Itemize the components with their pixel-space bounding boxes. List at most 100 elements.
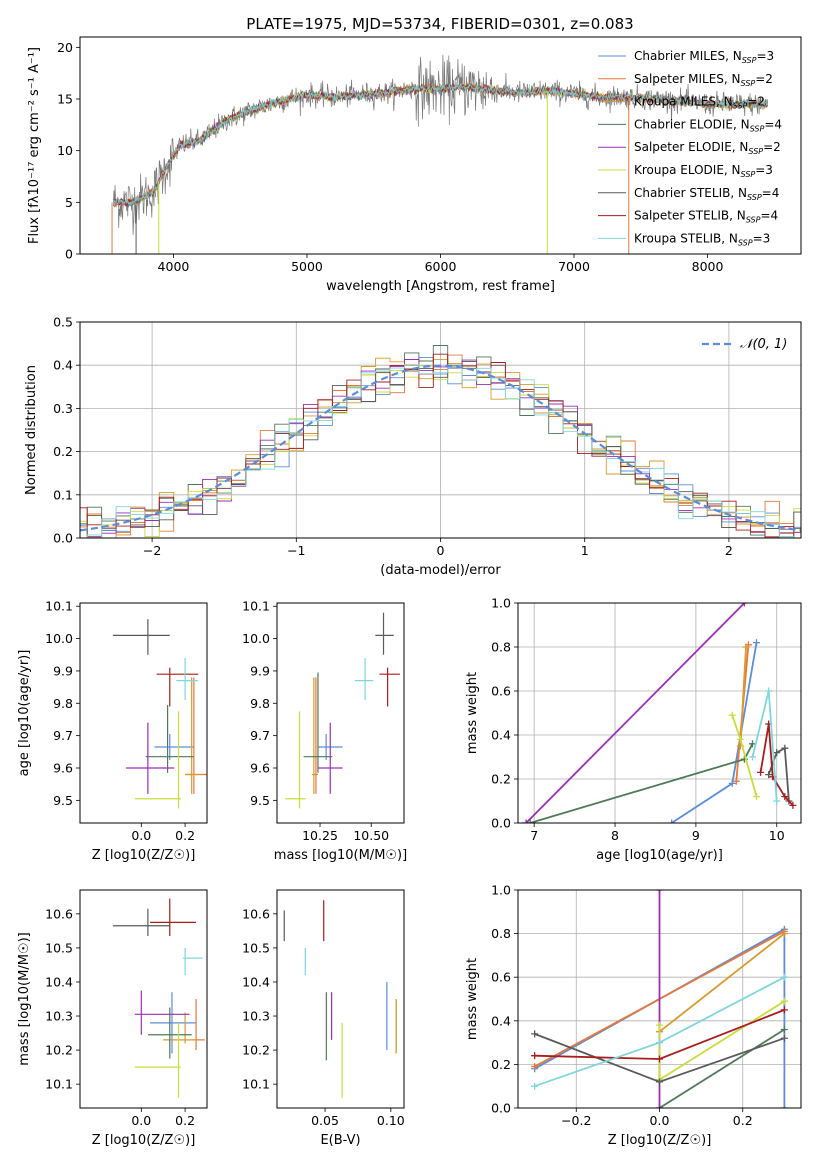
y-tick-label: 20 bbox=[57, 40, 73, 55]
y-axis-label: mass weight bbox=[465, 958, 480, 1040]
weight-point-marker bbox=[668, 819, 676, 823]
weight-point-marker bbox=[781, 793, 789, 801]
y-tick-label: 10.6 bbox=[242, 906, 270, 921]
weight-point-marker bbox=[780, 973, 788, 981]
weight-point-marker bbox=[531, 1030, 539, 1038]
y-tick-label: 10.1 bbox=[242, 599, 270, 614]
y-tick-label: 0.6 bbox=[491, 684, 511, 699]
x-axis-label: mass [log10(M/M☉)] bbox=[274, 848, 407, 863]
weight-point-marker bbox=[789, 801, 797, 809]
legend-entry: Salpeter ELODIE, NSSP=2 bbox=[634, 140, 781, 156]
weight-point-marker bbox=[780, 1006, 788, 1014]
weight-series-line bbox=[525, 603, 746, 823]
mass-vs-Z-plot-area bbox=[112, 898, 205, 1098]
age-vs-Z-plot-area bbox=[112, 619, 207, 809]
x-tick-label: 2 bbox=[725, 543, 733, 558]
weight-series-line bbox=[659, 1028, 785, 1108]
y-tick-label: 9.7 bbox=[53, 728, 73, 743]
axes-frame bbox=[79, 321, 802, 539]
y-tick-label: 10.4 bbox=[45, 974, 73, 989]
weight-point-marker bbox=[753, 639, 761, 647]
y-tick-label: 10.3 bbox=[242, 1009, 270, 1024]
weight-point-marker bbox=[736, 735, 744, 743]
weight-point-marker bbox=[781, 744, 789, 752]
weight-series-line bbox=[529, 743, 754, 823]
weight-series-line bbox=[658, 932, 785, 1033]
x-axis-label: (data-model)/error bbox=[380, 563, 501, 578]
residuals-plot-area bbox=[80, 345, 801, 538]
y-tick-label: 9.6 bbox=[250, 761, 270, 776]
y-tick-label: 0.8 bbox=[491, 640, 511, 655]
y-tick-label: 0.1 bbox=[53, 487, 73, 502]
weight-vs-age-plot-area bbox=[522, 603, 797, 823]
x-tick-label: 10 bbox=[769, 828, 785, 843]
weight-point-marker bbox=[780, 1034, 788, 1042]
axes-frame bbox=[79, 36, 802, 255]
weight-point-marker bbox=[765, 687, 773, 695]
y-tick-label: 10 bbox=[57, 143, 73, 158]
weight-point-marker bbox=[753, 793, 761, 801]
residual-histogram bbox=[80, 354, 801, 538]
y-tick-label: 0.5 bbox=[53, 315, 73, 330]
age-vs-mass-plot-area bbox=[285, 612, 400, 809]
residual-histogram bbox=[80, 353, 801, 538]
y-tick-label: 0.4 bbox=[53, 358, 73, 373]
y-tick-label: 0.3 bbox=[53, 401, 73, 416]
x-tick-label: 0 bbox=[437, 543, 445, 558]
x-tick-label: −0.2 bbox=[561, 1113, 591, 1128]
y-tick-label: 0.4 bbox=[491, 728, 511, 743]
weight-point-marker bbox=[773, 749, 781, 757]
y-tick-label: 9.6 bbox=[53, 761, 73, 776]
y-tick-label: 0.4 bbox=[491, 1013, 511, 1028]
x-axis-label: Z [log10(Z/Z☉)] bbox=[608, 1133, 712, 1148]
x-axis-label: Z [log10(Z/Z☉)] bbox=[92, 848, 196, 863]
weight-point-marker bbox=[656, 1104, 663, 1108]
spectrum-legend: Chabrier MILES, NSSP=3 Salpeter MILES, NS… bbox=[598, 49, 782, 247]
y-axis-label: Flux [fλ10⁻¹⁷ erg cm⁻² s⁻¹ A⁻¹] bbox=[27, 47, 42, 244]
x-tick-label: −1 bbox=[287, 543, 305, 558]
axes-frame bbox=[79, 889, 208, 1109]
x-tick-label: 7 bbox=[530, 828, 538, 843]
weight-point-marker bbox=[522, 819, 530, 823]
residual-histogram bbox=[80, 345, 801, 538]
y-tick-label: 10.2 bbox=[45, 1043, 73, 1058]
y-tick-label: 9.5 bbox=[250, 793, 270, 808]
weight-series-line bbox=[739, 646, 747, 747]
x-tick-label: 10.25 bbox=[302, 828, 338, 843]
weight-vs-age-axes: 7 8 9 10 0.0 0.2 0.4 0.6 0.8 1.0 age [log10(age/yr… bbox=[465, 596, 802, 863]
y-tick-label: 10.2 bbox=[242, 1043, 270, 1058]
x-tick-label: 1 bbox=[581, 543, 589, 558]
x-axis-label: wavelength [Angstrom, rest frame] bbox=[326, 279, 555, 294]
y-tick-label: 0.0 bbox=[491, 1101, 511, 1116]
x-tick-label: 8 bbox=[611, 828, 619, 843]
weight-point-marker bbox=[780, 1104, 788, 1108]
weight-point-marker bbox=[742, 643, 750, 651]
x-tick-label: 0.0 bbox=[650, 1113, 670, 1128]
x-tick-label: 8000 bbox=[692, 259, 724, 274]
y-tick-label: 9.8 bbox=[53, 696, 73, 711]
spectrum-model-line bbox=[113, 83, 768, 206]
weight-point-marker bbox=[780, 930, 788, 938]
y-tick-label: 9.9 bbox=[250, 663, 270, 678]
legend-entry: Kroupa STELIB, NSSP=3 bbox=[634, 231, 770, 247]
y-axis-label: mass weight bbox=[465, 672, 480, 754]
weight-point-marker bbox=[656, 1055, 663, 1063]
weight-point-marker bbox=[728, 779, 736, 787]
axes-frame bbox=[276, 602, 405, 824]
weight-point-marker bbox=[728, 711, 736, 719]
x-tick-label: 0.0 bbox=[131, 828, 151, 843]
mass-vs-EBV-axes: 0.05 0.10 10.1 10.2 10.3 10.4 10.5 10.6 E(B-V) bbox=[242, 889, 405, 1148]
legend-entry: Chabrier MILES, NSSP=3 bbox=[634, 49, 774, 65]
y-tick-label: 1.0 bbox=[491, 883, 511, 898]
weight-series-line bbox=[767, 746, 790, 802]
y-tick-label: 9.5 bbox=[53, 793, 73, 808]
weight-point-marker bbox=[656, 1039, 663, 1047]
axes-frame bbox=[79, 602, 208, 824]
normal-reference-curve bbox=[80, 364, 801, 532]
y-tick-label: 0.0 bbox=[491, 816, 511, 831]
legend-entry: Kroupa MILES, NSSP=2 bbox=[634, 95, 765, 111]
weight-point-marker bbox=[531, 1082, 539, 1090]
x-tick-label: 0.2 bbox=[733, 1113, 753, 1128]
axes-frame bbox=[276, 889, 405, 1109]
spectrum-axes: 4000 5000 6000 7000 8000 0 5 10 15 20 wavelength [… bbox=[27, 36, 802, 294]
